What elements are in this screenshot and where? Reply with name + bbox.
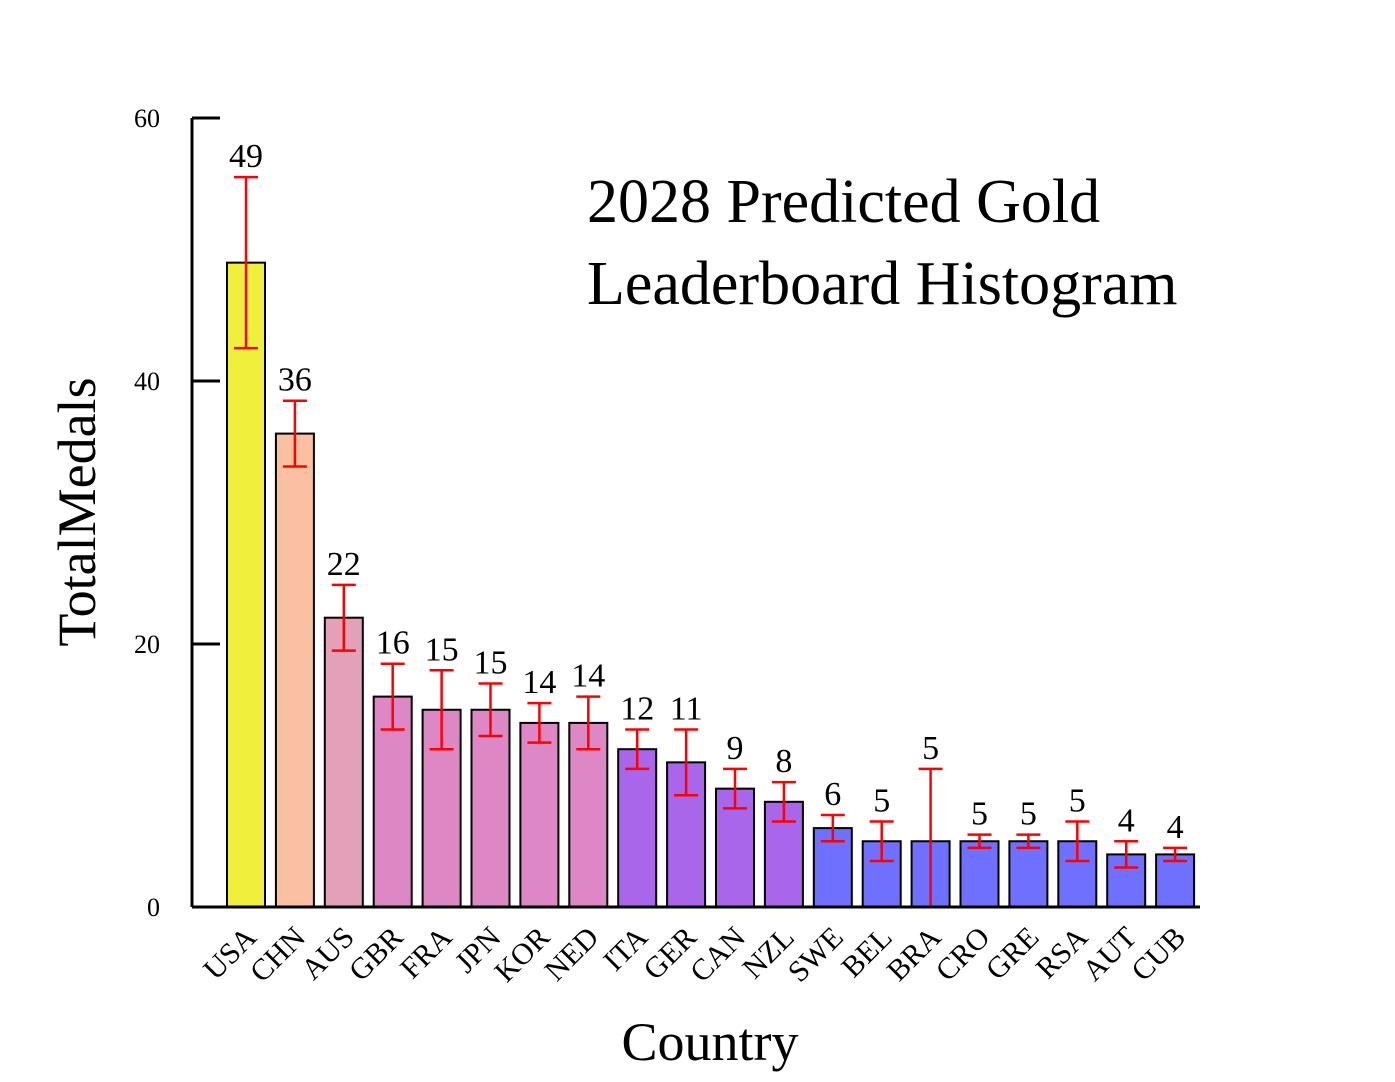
x-tick-label-cub: CUB [1125,921,1192,988]
x-tick-label-usa: USA [197,920,263,986]
bar-gbr [372,695,413,908]
bar-aus [323,616,364,908]
data-label-aus: 22 [327,546,361,583]
data-label-ger: 11 [670,690,703,727]
bars-group [226,261,1196,909]
bar-cro [959,840,1000,908]
bar-usa [226,261,266,908]
x-tick-label-fra: FRA [394,920,459,985]
bar-gre [1008,840,1049,908]
axes-group [190,118,1200,909]
data-label-usa: 49 [229,138,263,175]
data-label-rsa: 5 [1069,783,1086,820]
bar-ned [568,721,609,909]
data-label-gbr: 16 [376,625,410,662]
x-tick-label-aus: AUS [295,921,361,987]
y-tick-label: 60 [134,104,160,133]
y-ticks-group: 0 20 40 60 [134,104,220,922]
y-tick-label: 0 [147,893,160,922]
bar-can [715,787,755,909]
y-tick-label: 20 [134,630,160,659]
x-tick-label-ger: GER [637,921,703,987]
data-label-fra: 15 [425,631,459,668]
x-tick-label-gre: GRE [980,921,1046,987]
y-axis-title: TotalMedals [47,377,107,646]
y-tick-label: 40 [134,367,160,396]
bar-jpn [470,708,511,908]
x-tick-label-swe: SWE [782,921,850,989]
bar-cub [1155,853,1196,909]
error-bars-group [234,175,1188,909]
data-label-kor: 14 [522,664,556,701]
data-label-gre: 5 [1020,796,1037,833]
data-label-nzl: 8 [775,743,792,780]
x-tick-label-kor: KOR [488,921,556,989]
data-label-jpn: 15 [474,644,508,681]
data-label-swe: 6 [824,776,841,813]
bar-kor [519,721,560,909]
data-label-ned: 14 [571,658,605,695]
x-tick-label-rsa: RSA [1030,920,1095,985]
x-ticks-group: USACHNAUSGBRFRAJPNKORNEDITAGERCANNZLSWEB… [197,920,1192,988]
x-tick-label-bel: BEL [835,921,898,984]
bar-chn [274,432,315,908]
x-tick-label-ned: NED [538,921,605,988]
data-label-aut: 4 [1118,802,1135,839]
x-tick-label-chn: CHN [244,921,312,989]
data-label-cro: 5 [971,796,988,833]
data-label-bel: 5 [873,783,890,820]
x-tick-label-aut: AUT [1076,921,1143,988]
data-label-ita: 12 [620,690,654,727]
bar-ita [617,748,658,909]
x-axis-title: Country [621,1012,798,1072]
x-tick-label-cro: CRO [929,921,996,988]
x-tick-label-bra: BRA [881,920,948,987]
x-tick-label-can: CAN [684,921,752,989]
chart-title-line-1: 2028 Predicted Gold [587,168,1100,236]
data-label-cub: 4 [1167,809,1184,846]
data-label-can: 9 [727,730,744,767]
x-tick-label-gbr: GBR [343,921,410,988]
data-label-chn: 36 [278,362,312,399]
chart-title-line-2: Leaderboard Histogram [587,250,1177,318]
data-label-bra: 5 [922,730,939,767]
